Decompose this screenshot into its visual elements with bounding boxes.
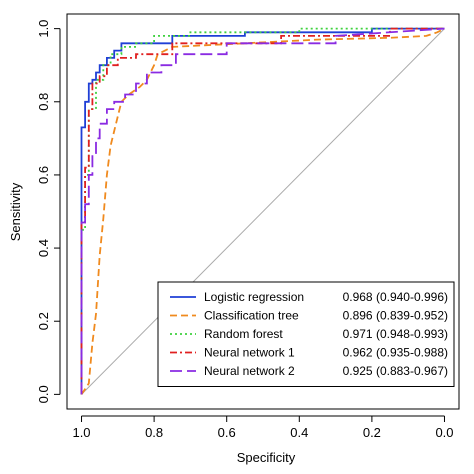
legend-auc-1: 0.896 (0.839-0.952): [343, 309, 448, 323]
legend-auc-3: 0.962 (0.935-0.988): [343, 346, 448, 360]
y-tick-label: 0.0: [36, 385, 51, 403]
x-tick-label: 0.4: [290, 425, 308, 440]
plot-area: [80, 27, 445, 395]
legend-label-4: Neural network 2: [204, 364, 295, 378]
y-axis-label: Sensitivity: [8, 182, 23, 241]
series-line-0: [80, 27, 445, 395]
y-tick-label: 0.2: [36, 312, 51, 330]
legend-label-3: Neural network 1: [204, 346, 295, 360]
legend-auc-4: 0.925 (0.883-0.967): [343, 364, 448, 378]
axes: 1.0 0.8 0.6 0.4 0.2 0.0 0.0 0.2 0.4 0.6 0.8 1.0: [36, 13, 460, 440]
x-tick-label: 0.8: [145, 425, 163, 440]
x-tick-label: 0.6: [218, 425, 236, 440]
y-tick-label: 0.4: [36, 239, 51, 257]
legend-box: [157, 281, 455, 387]
x-axis-label: Specificity: [237, 450, 296, 465]
y-tick-label: 0.6: [36, 166, 51, 184]
y-tick-label: 0.8: [36, 93, 51, 111]
series-line-2: [80, 27, 445, 395]
x-tick-label: 0.0: [435, 425, 453, 440]
legend-label-1: Classification tree: [204, 309, 299, 323]
x-tick-label: 0.2: [363, 425, 381, 440]
legend: Logistic regression 0.968 (0.940-0.996) Cl…: [157, 281, 455, 387]
series-line-1: [80, 27, 445, 395]
x-tick-label: 1.0: [72, 425, 90, 440]
legend-label-0: Logistic regression: [204, 290, 304, 304]
y-tick-label: 1.0: [36, 20, 51, 38]
plot-frame: [66, 13, 460, 410]
reference-diagonal-line: [81, 28, 445, 395]
legend-auc-0: 0.968 (0.940-0.996): [343, 290, 448, 304]
legend-auc-2: 0.971 (0.948-0.993): [343, 327, 448, 341]
series-line-4: [80, 27, 445, 395]
legend-label-2: Random forest: [204, 327, 283, 341]
